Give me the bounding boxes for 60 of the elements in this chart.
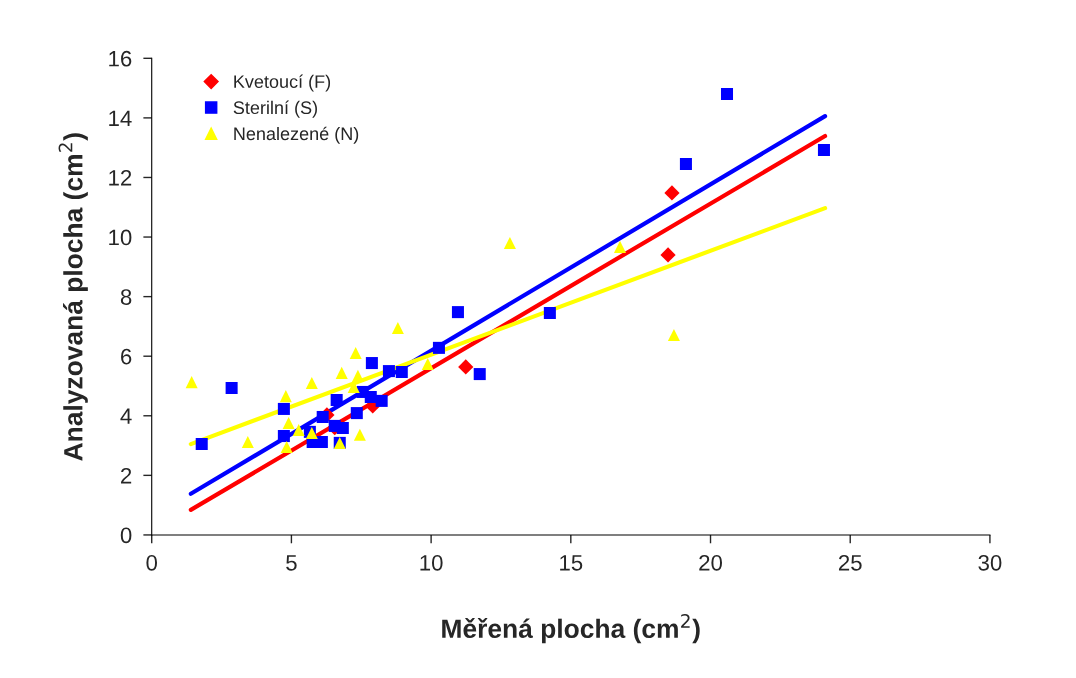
point [305, 377, 318, 390]
point [364, 391, 377, 404]
point [185, 376, 198, 389]
x-tick-label: 0 [146, 554, 158, 571]
point [451, 306, 464, 319]
point [353, 428, 366, 441]
point [458, 359, 474, 375]
x-tick-label: 15 [560, 555, 583, 571]
point [421, 357, 434, 370]
point [613, 240, 627, 253]
point [277, 430, 290, 443]
y-tick-label: 2 [121, 467, 132, 484]
point [473, 368, 486, 381]
x-tick-label: 5 [286, 555, 297, 571]
point [817, 144, 830, 157]
y-tick-label: 6 [121, 348, 132, 365]
point [432, 341, 445, 354]
y-tick-label: 10 [109, 229, 132, 246]
x-tick-label: 20 [699, 554, 723, 571]
point [336, 421, 349, 435]
point [660, 247, 676, 263]
point [241, 435, 254, 449]
point [350, 407, 363, 420]
point [351, 369, 364, 382]
point [349, 346, 362, 359]
point [391, 321, 404, 334]
y-tick-label: 12 [109, 170, 132, 186]
y-tick-label: 8 [120, 289, 132, 305]
point [279, 390, 292, 403]
point [280, 441, 293, 454]
point [375, 394, 388, 407]
point [503, 236, 516, 250]
legend-label: Nenalezené (N) [234, 126, 359, 144]
y-tick-label: 16 [109, 50, 132, 67]
point [282, 416, 295, 429]
y-axis-title: Analyzovaná plocha (cm$^{2}$) [58, 133, 88, 461]
point [330, 393, 343, 407]
point [679, 158, 692, 171]
point [664, 185, 680, 201]
point [316, 410, 329, 423]
point [382, 365, 395, 378]
point [720, 88, 734, 101]
y-tick-label: 0 [120, 527, 132, 544]
x-axis-title: Měřená plocha (cm$^{2}$) [442, 613, 700, 644]
point [667, 329, 680, 342]
x-tick-label: 25 [838, 554, 862, 571]
point [277, 402, 290, 415]
y-tick-label: 14 [109, 110, 132, 126]
y-tick-label: 4 [120, 408, 132, 424]
point [195, 438, 208, 451]
point [365, 357, 378, 370]
point [543, 307, 556, 320]
legend-label: Sterilní (S) [233, 100, 317, 118]
x-tick-label: 10 [420, 554, 443, 571]
point [292, 424, 305, 437]
legend-label: Kvetoucí (F) [234, 74, 331, 92]
x-tick-label: 30 [978, 554, 1002, 571]
point [225, 382, 238, 395]
point [335, 366, 348, 379]
point [395, 365, 408, 379]
